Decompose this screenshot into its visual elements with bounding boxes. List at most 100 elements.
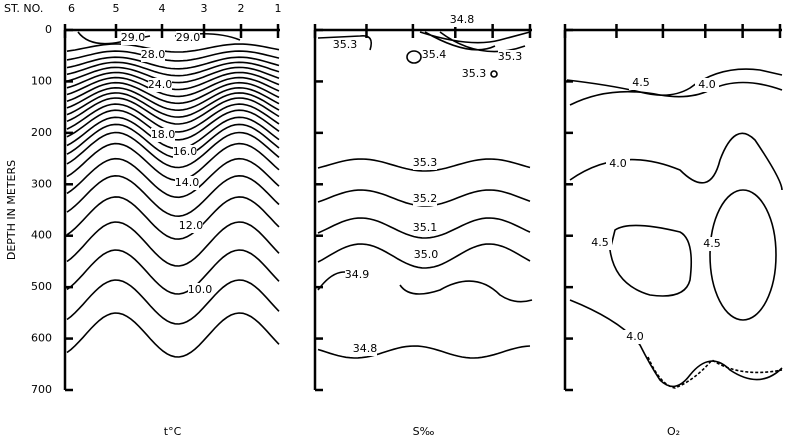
label-bg [462,67,486,81]
contour-line [647,356,783,389]
label-bg [148,78,172,92]
contour-line [66,97,280,125]
contour-label: 34.8 [450,13,475,26]
contour-line [419,31,531,53]
y-tick-label: 700 [31,383,52,396]
label-bg [353,342,377,356]
label-bg [345,268,369,282]
label-bg [695,78,719,92]
contour-line [569,81,783,106]
label-bg [498,50,522,64]
contour-line [317,34,373,51]
label-bg [606,157,630,171]
contour-label: 4.5 [703,237,721,250]
contour-line [66,50,280,62]
contour-label: 34.9 [345,268,370,281]
label-bg [141,48,165,62]
panel-label: S‰ [413,425,435,438]
contour-label: 35.3 [333,38,358,51]
contour-label: 4.5 [591,236,609,249]
label-bg [413,192,437,206]
panel-label: O₂ [667,425,680,438]
contour-label: 35.0 [414,248,439,261]
contour-line [66,56,280,70]
label-bg [700,237,724,251]
contour-label: 34.8 [353,342,378,355]
contour-label: 4.0 [626,330,644,343]
station-number: 6 [68,2,75,15]
contour-line [77,31,151,45]
contour-label: 35.1 [413,221,438,234]
label-bg [175,176,199,190]
contour-line [569,299,783,388]
contour-line [66,312,280,358]
contour-line [66,196,280,240]
contour-label: 35.3 [462,67,487,80]
label-bg [413,221,437,235]
contour-line [66,71,280,91]
contour-line [66,279,280,325]
contour-line [566,68,783,96]
y-axis-label: DEPTH IN METERS [5,160,18,260]
contour-label: 35.4 [422,48,447,61]
contour-label: 10.0 [188,283,213,296]
contour-line [490,70,498,78]
station-label: ST. NO. [4,2,43,15]
contour-label: 16.0 [173,145,198,158]
label-bg [176,31,200,45]
label-bg [588,236,612,250]
station-number: 2 [238,2,245,15]
contour-line [66,86,280,112]
station-number: 4 [159,2,166,15]
contour-line [66,157,280,199]
contour-line [317,217,531,239]
contour-line [66,92,280,118]
label-bg [414,248,438,262]
label-bg [188,283,212,297]
contour-line [317,243,531,269]
station-number: 5 [113,2,120,15]
label-bg [623,330,647,344]
contour-line [66,174,280,218]
label-bg [151,128,175,142]
station-number: 3 [201,2,208,15]
contour-label: 18.0 [151,128,176,141]
label-bg [413,156,437,170]
contour-line [66,61,280,77]
contour-label: 4.0 [609,157,627,170]
y-tick-label: 200 [31,126,52,139]
label-bg [121,31,145,45]
y-tick-label: 400 [31,229,52,242]
contour-line [406,50,422,64]
y-tick-label: 100 [31,74,52,87]
contour-label: 29.0 [121,31,146,44]
contour-line [709,189,777,321]
contour-line [609,224,693,297]
contour-label: 24.0 [148,78,173,91]
contour-line [317,345,531,359]
contour-line [66,81,280,105]
contour-line [569,132,783,191]
contour-line [66,66,280,84]
contour-label: 35.3 [413,156,438,169]
label-bg [450,13,474,27]
contour-label: 29.0 [176,31,201,44]
label-bg [179,219,203,233]
y-tick-label: 500 [31,280,52,293]
label-bg [422,48,446,62]
contour-line [66,76,280,98]
contour-label: 4.5 [632,76,650,89]
y-tick-label: 300 [31,177,52,190]
contour-line [66,43,280,53]
label-bg [173,145,197,159]
contour-line [66,131,280,169]
contour-label: 12.0 [179,219,204,232]
contour-label: 4.0 [698,78,716,91]
station-number: 1 [275,2,282,15]
contour-line [66,142,280,182]
y-tick-label: 600 [31,332,52,345]
contour-label: 14.0 [175,176,200,189]
contour-label: 35.3 [498,50,523,63]
contour-line [317,158,531,172]
